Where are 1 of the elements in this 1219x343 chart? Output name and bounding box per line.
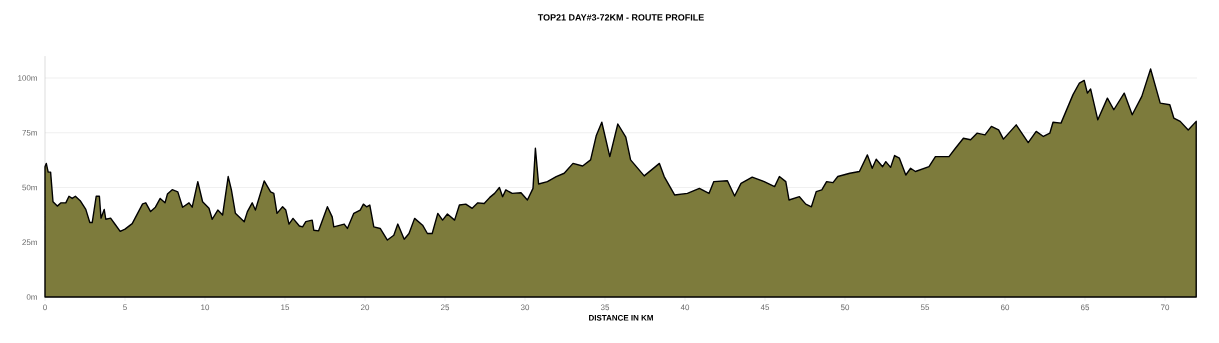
chart-title: TOP21 DAY#3-72KM - ROUTE PROFILE [537, 14, 704, 21]
